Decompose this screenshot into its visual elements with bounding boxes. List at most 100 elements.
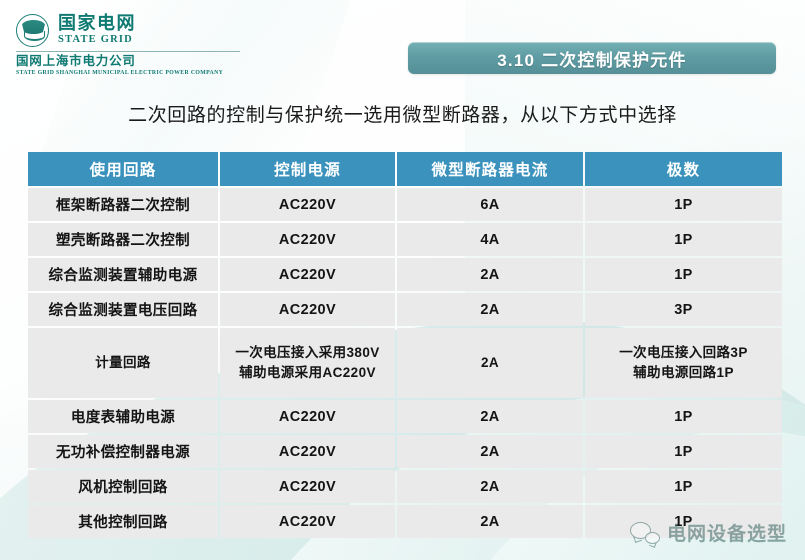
cell-current: 2A xyxy=(397,435,583,468)
cell-poles: 1P xyxy=(585,188,782,221)
cell-line: 4A xyxy=(480,231,500,248)
cell-line: 无功补偿控制器电源 xyxy=(55,445,191,461)
cell-circuit: 综合监测装置辅助电源 xyxy=(28,258,218,291)
cell-power: 一次电压接入采用380V 辅助电源采用AC220V xyxy=(220,328,395,398)
cell-line: 1P xyxy=(674,478,693,495)
cell-power: AC220V xyxy=(220,505,395,538)
logo-company-cn: 国家电网 xyxy=(58,13,136,34)
cell-current: 2A xyxy=(397,470,583,503)
cell-line: 辅助电源回路1P xyxy=(633,365,734,380)
table-body: 框架断路器二次控制 AC220V 6A 1P 塑壳断路器二次控制 AC220V 4A 1P 综合… xyxy=(28,188,782,538)
cell-circuit: 其他控制回路 xyxy=(28,505,218,538)
table-row: 综合监测装置电压回路 AC220V 2A 3P xyxy=(28,293,782,326)
table-row: 框架断路器二次控制 AC220V 6A 1P xyxy=(28,188,782,221)
cell-circuit: 框架断路器二次控制 xyxy=(28,188,218,221)
table-head: 使用回路 控制电源 微型断路器电流 极数 xyxy=(28,152,782,186)
cell-line: 2A xyxy=(480,408,500,425)
cell-line: 2A xyxy=(480,266,500,283)
cell-line: 2A xyxy=(480,355,500,371)
cell-line: AC220V xyxy=(278,266,337,283)
table-row: 无功补偿控制器电源 AC220V 2A 1P xyxy=(28,435,782,468)
spec-table-wrapper: 使用回路 控制电源 微型断路器电流 极数 框架断路器二次控制 AC220V 6A 1P… xyxy=(26,150,782,540)
cell-circuit: 计量回路 xyxy=(28,328,218,398)
cell-line: 2A xyxy=(480,513,500,530)
table-row: 其他控制回路 AC220V 2A 1P xyxy=(28,505,782,538)
cell-poles: 1P xyxy=(585,505,782,538)
column-header-current: 微型断路器电流 xyxy=(397,152,583,186)
cell-line: 3P xyxy=(674,301,693,318)
section-title-banner: 3.10 二次控制保护元件 xyxy=(408,42,776,74)
cell-line: 1P xyxy=(674,196,693,213)
cell-line: 2A xyxy=(480,301,500,318)
cell-line: 一次电压接入采用380V xyxy=(235,345,380,361)
spec-table: 使用回路 控制电源 微型断路器电流 极数 框架断路器二次控制 AC220V 6A 1P… xyxy=(26,150,784,540)
cell-line: 1P xyxy=(674,408,693,425)
cell-power: AC220V xyxy=(220,258,395,291)
cell-line: 综合监测装置辅助电源 xyxy=(48,268,198,284)
watermark-label: 电网设备选型 xyxy=(666,524,787,545)
cell-line: 1P xyxy=(674,231,693,248)
cell-poles: 3P xyxy=(585,293,782,326)
cell-poles: 1P xyxy=(585,223,782,256)
cell-line: 其他控制回路 xyxy=(78,515,168,531)
cell-line: 一次电压接入回路3P xyxy=(619,345,748,361)
logo-subsidiary-en: STATE GRID SHANGHAI MUNICIPAL ELECTRIC P… xyxy=(16,70,224,77)
column-header-poles: 极数 xyxy=(585,152,782,186)
cell-line: AC220V xyxy=(278,301,337,318)
cell-poles: 1P xyxy=(585,400,782,433)
table-header-row: 使用回路 控制电源 微型断路器电流 极数 xyxy=(28,152,782,186)
cell-line: 计量回路 xyxy=(95,355,151,371)
cell-poles: 1P xyxy=(585,470,782,503)
logo-primary-row: 国家电网 STATE GRID xyxy=(16,14,266,47)
cell-circuit: 电度表辅助电源 xyxy=(28,400,218,433)
cell-line: 1P xyxy=(674,443,693,460)
logo-divider xyxy=(16,51,240,52)
cell-line: 框架断路器二次控制 xyxy=(55,198,191,214)
table-row: 风机控制回路 AC220V 2A 1P xyxy=(28,470,782,503)
cell-line: 塑壳断路器二次控制 xyxy=(55,233,191,249)
cell-line: 风机控制回路 xyxy=(78,480,168,496)
table-row: 塑壳断路器二次控制 AC220V 4A 1P xyxy=(28,223,782,256)
cell-line: AC220V xyxy=(278,196,337,213)
cell-circuit: 综合监测装置电压回路 xyxy=(28,293,218,326)
cell-line: AC220V xyxy=(278,443,337,460)
cell-current: 6A xyxy=(397,188,583,221)
cell-line: 综合监测装置电压回路 xyxy=(48,303,198,319)
page-title: 3.10 二次控制保护元件 xyxy=(497,50,687,70)
wechat-icon xyxy=(629,521,660,544)
table-row: 电度表辅助电源 AC220V 2A 1P xyxy=(28,400,782,433)
logo-subsidiary-cn: 国网上海市电力公司 xyxy=(16,54,136,68)
cell-current: 2A xyxy=(397,293,583,326)
cell-power: AC220V xyxy=(220,188,395,221)
cell-line: AC220V xyxy=(278,478,337,495)
cell-poles: 一次电压接入回路3P 辅助电源回路1P xyxy=(585,328,782,398)
company-logo-block: 国家电网 STATE GRID 国网上海市电力公司 STATE GRID SHA… xyxy=(16,14,266,82)
cell-line: AC220V xyxy=(278,513,337,530)
table-row: 计量回路 一次电压接入采用380V 辅助电源采用AC220V 2A 一次电压接入回路3P… xyxy=(28,328,782,398)
cell-poles: 1P xyxy=(585,258,782,291)
cell-circuit: 风机控制回路 xyxy=(28,470,218,503)
cell-current: 2A xyxy=(397,505,583,538)
cell-circuit: 无功补偿控制器电源 xyxy=(28,435,218,468)
cell-line: 2A xyxy=(480,478,500,495)
table-row: 综合监测装置辅助电源 AC220V 2A 1P xyxy=(28,258,782,291)
cell-power: AC220V xyxy=(220,470,395,503)
cell-current: 2A xyxy=(397,258,583,291)
column-header-circuit: 使用回路 xyxy=(28,152,218,186)
cell-power: AC220V xyxy=(220,400,395,433)
cell-line: AC220V xyxy=(278,408,337,425)
cell-line: 电度表辅助电源 xyxy=(70,410,176,426)
cell-line: 辅助电源采用AC220V xyxy=(239,365,376,380)
state-grid-emblem-icon xyxy=(16,14,49,47)
cell-line: 2A xyxy=(480,443,500,460)
column-header-power: 控制电源 xyxy=(220,152,395,186)
cell-power: AC220V xyxy=(220,293,395,326)
logo-company-en: STATE GRID xyxy=(58,34,133,46)
logo-text-group: 国家电网 STATE GRID xyxy=(58,14,136,46)
cell-circuit: 塑壳断路器二次控制 xyxy=(28,223,218,256)
subtitle-text: 二次回路的控制与保护统一选用微型断路器，从以下方式中选择 xyxy=(128,105,677,126)
cell-power: AC220V xyxy=(220,223,395,256)
cell-line: AC220V xyxy=(278,231,337,248)
cell-current: 2A xyxy=(397,400,583,433)
